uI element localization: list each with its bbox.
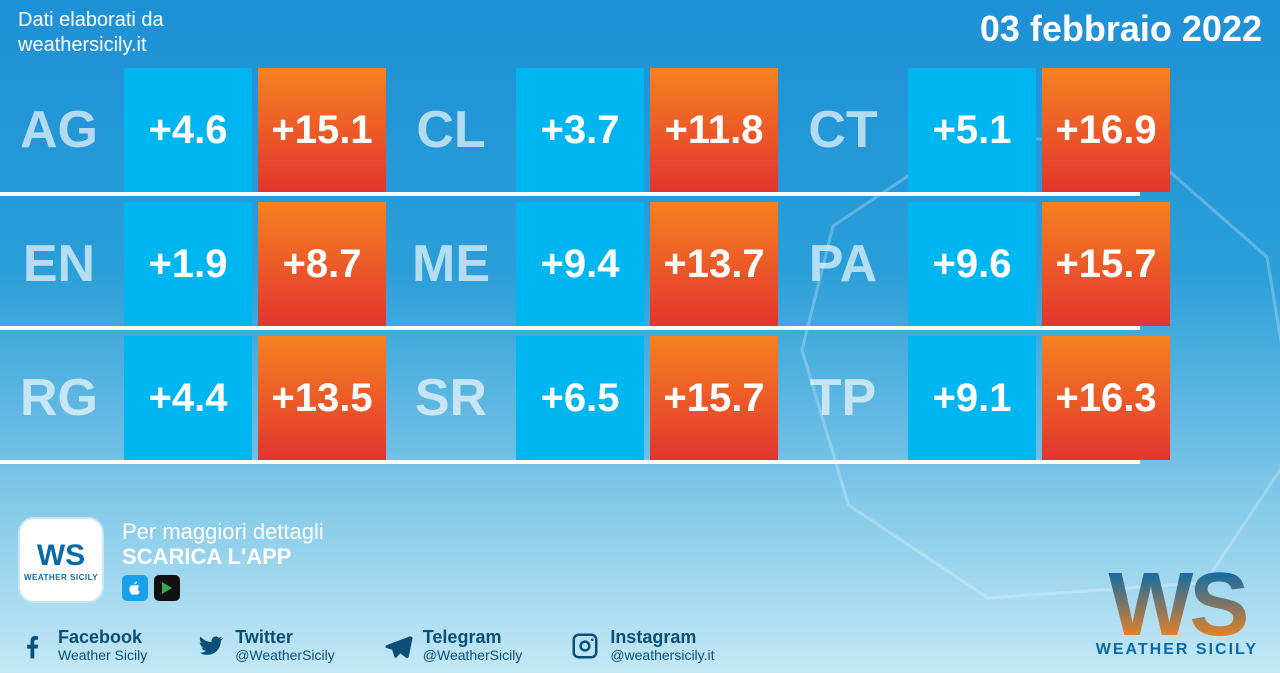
temp-min: +3.7 <box>516 68 644 192</box>
store-badges <box>122 575 324 601</box>
twitter-label: Twitter <box>235 628 335 647</box>
table-row: RG+4.4+13.5SR+6.5+15.7TP+9.1+16.3 <box>0 336 1140 464</box>
socials: Facebook Weather Sicily Twitter @Weather… <box>18 628 715 663</box>
brand-logo: WS WEATHER SICILY <box>1096 569 1258 659</box>
footer-line-1: Per maggiori dettagli <box>122 519 324 544</box>
temperature-grid: AG+4.6+15.1CL+3.7+11.8CT+5.1+16.9EN+1.9+… <box>0 68 1140 464</box>
province-code: SR <box>392 336 510 460</box>
app-logo-text: WS <box>37 539 85 573</box>
instagram-label: Instagram <box>610 628 714 647</box>
header-date: 03 febbraio 2022 <box>980 8 1262 50</box>
twitter-handle: @WeatherSicily <box>235 647 335 663</box>
province-code: AG <box>0 68 118 192</box>
province-code: EN <box>0 202 118 326</box>
temp-max: +15.1 <box>258 68 386 192</box>
twitter-icon <box>195 631 225 661</box>
app-logo-sub: WEATHER SICILY <box>24 573 98 582</box>
temp-max: +13.7 <box>650 202 778 326</box>
temp-min: +5.1 <box>908 68 1036 192</box>
temp-min: +4.4 <box>124 336 252 460</box>
facebook-handle: Weather Sicily <box>58 647 147 663</box>
temp-max: +8.7 <box>258 202 386 326</box>
temp-max: +15.7 <box>650 336 778 460</box>
playstore-icon[interactable] <box>154 575 180 601</box>
instagram-icon <box>570 631 600 661</box>
telegram-label: Telegram <box>423 628 523 647</box>
social-facebook[interactable]: Facebook Weather Sicily <box>18 628 147 663</box>
province-code: PA <box>784 202 902 326</box>
header: Dati elaborati da weathersicily.it 03 fe… <box>0 0 1280 62</box>
telegram-handle: @WeatherSicily <box>423 647 523 663</box>
social-telegram[interactable]: Telegram @WeatherSicily <box>383 628 523 663</box>
facebook-label: Facebook <box>58 628 147 647</box>
temp-min: +4.6 <box>124 68 252 192</box>
temp-min: +1.9 <box>124 202 252 326</box>
temp-max: +13.5 <box>258 336 386 460</box>
table-row: AG+4.6+15.1CL+3.7+11.8CT+5.1+16.9 <box>0 68 1140 196</box>
temp-max: +16.3 <box>1042 336 1170 460</box>
appstore-icon[interactable] <box>122 575 148 601</box>
social-instagram[interactable]: Instagram @weathersicily.it <box>570 628 714 663</box>
credit-line-1: Dati elaborati da <box>18 8 164 33</box>
temp-max: +15.7 <box>1042 202 1170 326</box>
social-twitter[interactable]: Twitter @WeatherSicily <box>195 628 335 663</box>
table-row: EN+1.9+8.7ME+9.4+13.7PA+9.6+15.7 <box>0 202 1140 330</box>
telegram-icon <box>383 631 413 661</box>
brand-logo-sub: WEATHER SICILY <box>1096 641 1258 659</box>
app-logo: WS WEATHER SICILY <box>18 517 104 603</box>
header-credit: Dati elaborati da weathersicily.it <box>18 8 164 58</box>
brand-logo-text: WS <box>1096 569 1258 641</box>
temp-min: +9.4 <box>516 202 644 326</box>
temp-min: +9.1 <box>908 336 1036 460</box>
footer-app: WS WEATHER SICILY Per maggiori dettagli … <box>18 517 324 603</box>
footer-text: Per maggiori dettagli SCARICA L'APP <box>122 519 324 602</box>
instagram-handle: @weathersicily.it <box>610 647 714 663</box>
footer-line-2: SCARICA L'APP <box>122 544 324 569</box>
credit-line-2: weathersicily.it <box>18 33 164 58</box>
province-code: TP <box>784 336 902 460</box>
province-code: RG <box>0 336 118 460</box>
temp-min: +6.5 <box>516 336 644 460</box>
province-code: CT <box>784 68 902 192</box>
temp-max: +11.8 <box>650 68 778 192</box>
province-code: ME <box>392 202 510 326</box>
province-code: CL <box>392 68 510 192</box>
temp-min: +9.6 <box>908 202 1036 326</box>
temp-max: +16.9 <box>1042 68 1170 192</box>
facebook-icon <box>18 631 48 661</box>
